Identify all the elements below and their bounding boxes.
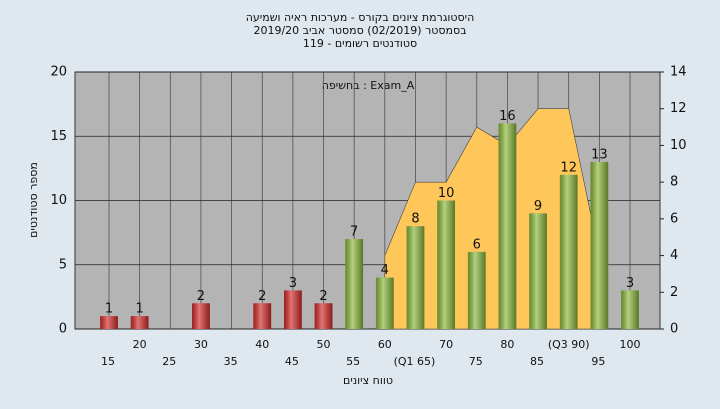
y2-tick-label: 6 <box>670 211 678 226</box>
y-tick-label: 0 <box>59 322 67 337</box>
y-tick-label: 10 <box>50 193 67 208</box>
y2-tick-label: 12 <box>670 101 687 116</box>
data-label: 7 <box>350 225 358 240</box>
bar-shade <box>192 303 210 329</box>
data-label: 1 <box>136 302 144 317</box>
x-tick-label: 35 <box>224 355 238 368</box>
bar-shade <box>559 174 578 329</box>
data-label: 2 <box>197 289 205 304</box>
y-tick-label: 5 <box>59 257 67 272</box>
chart-subtitle: סטודנטים רשומים - 119 <box>303 37 417 50</box>
data-label: 2 <box>319 289 327 304</box>
x-tick-label: 95 <box>591 355 605 368</box>
bar-shade <box>314 303 333 329</box>
bar-shade <box>529 213 547 329</box>
x-tick-label: 85 <box>530 355 544 368</box>
x-tick-label: 30 <box>194 338 208 351</box>
data-label: 16 <box>499 109 516 124</box>
bar-shade <box>406 226 425 329</box>
bar-shade <box>437 200 456 329</box>
y2-tick-label: 10 <box>670 138 687 153</box>
y2-tick-label: 4 <box>670 248 678 263</box>
x-tick-label: 40 <box>255 338 269 351</box>
x-tick-label: 75 <box>469 355 483 368</box>
data-label: 10 <box>438 186 455 201</box>
bar-shade <box>283 290 302 329</box>
y2-tick-label: 2 <box>670 285 678 300</box>
bar-shade <box>345 239 364 329</box>
x-axis-label: טווח ציונים <box>343 374 393 387</box>
data-label: 1 <box>105 302 113 317</box>
y-axis-label: מספר סטודנטים <box>27 162 40 238</box>
bar-shade <box>100 316 118 329</box>
data-label: 2 <box>258 289 266 304</box>
annotation: בחשיפה : Exam_A <box>322 79 415 92</box>
bar-shade <box>590 161 609 329</box>
x-tick-label: (Q1 65) <box>394 355 436 368</box>
data-label: 13 <box>591 147 608 162</box>
bar-shade <box>498 123 517 330</box>
x-tick-label: 15 <box>101 355 115 368</box>
x-tick-label: 45 <box>285 355 299 368</box>
chart-subtitle: בסמסטר (02/2019) סמסטר אביב 2019/20 <box>253 24 466 37</box>
data-label: 9 <box>534 199 542 214</box>
bar-shade <box>375 277 394 329</box>
data-label: 3 <box>289 276 297 291</box>
x-tick-label: 100 <box>620 338 641 351</box>
data-label: 4 <box>381 263 389 278</box>
chart-title: היסטוגרמת ציונים בקורס - מערכות ראיה ושמ… <box>246 11 475 24</box>
y-tick-label: 15 <box>50 129 67 144</box>
bar-shade <box>621 290 639 329</box>
data-label: 6 <box>473 237 481 252</box>
x-tick-label: 55 <box>346 355 360 368</box>
bar-shade <box>467 251 486 329</box>
x-tick-label: (Q3 90) <box>548 338 590 351</box>
x-tick-label: 70 <box>439 338 453 351</box>
bar-shade <box>130 316 149 329</box>
data-label: 12 <box>560 160 577 175</box>
x-tick-label: 20 <box>133 338 147 351</box>
y2-tick-label: 8 <box>670 175 678 190</box>
x-tick-label: 50 <box>317 338 331 351</box>
bar-shade <box>253 303 272 329</box>
x-tick-label: 25 <box>162 355 176 368</box>
x-tick-label: 80 <box>500 338 514 351</box>
data-label: 3 <box>626 276 634 291</box>
x-tick-label: 60 <box>378 338 392 351</box>
y2-tick-label: 0 <box>670 322 678 337</box>
data-label: 8 <box>411 212 419 227</box>
y-tick-label: 20 <box>50 65 67 80</box>
y2-tick-label: 14 <box>670 65 687 80</box>
